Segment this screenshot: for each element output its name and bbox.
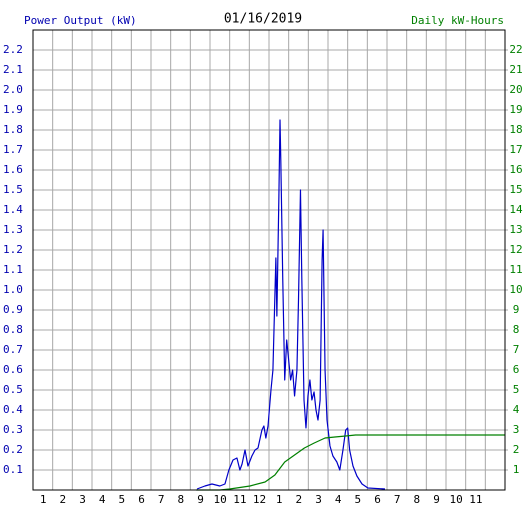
y2-tick-label: 1	[513, 463, 520, 476]
x-tick-label: 10	[450, 493, 463, 506]
y-tick-label: 0.7	[3, 343, 23, 356]
y-tick-label: 0.4	[3, 403, 23, 416]
y2-tick-label: 19	[509, 103, 522, 116]
y-tick-label: 1.6	[3, 163, 23, 176]
x-tick-label: 7	[158, 493, 165, 506]
y-tick-label: 0.3	[3, 423, 23, 436]
y-tick-label: 1.5	[3, 183, 23, 196]
x-tick-label: 11	[233, 493, 246, 506]
x-tick-label: 10	[214, 493, 227, 506]
y2-tick-label: 10	[509, 283, 522, 296]
series-line	[196, 119, 386, 490]
y-tick-label: 1.1	[3, 263, 23, 276]
x-tick-label: 3	[79, 493, 86, 506]
y2-tick-label: 3	[513, 423, 520, 436]
x-tick-label: 6	[138, 493, 145, 506]
y2-tick-label: 21	[509, 63, 522, 76]
y-tick-label: 1.7	[3, 143, 23, 156]
x-tick-label: 1	[276, 493, 283, 506]
x-tick-label: 5	[119, 493, 126, 506]
y-tick-label: 0.2	[3, 443, 23, 456]
series-line	[196, 434, 505, 491]
y2-tick-label: 13	[509, 223, 522, 236]
y-tick-label: 1.4	[3, 203, 23, 216]
y-tick-label: 0.6	[3, 363, 23, 376]
y2-tick-label: 14	[509, 203, 523, 216]
y2-tick-label: 6	[513, 363, 520, 376]
y-tick-label: 0.1	[3, 463, 23, 476]
y2-tick-label: 7	[513, 343, 520, 356]
y2-tick-label: 12	[509, 243, 522, 256]
y2-tick-label: 17	[509, 143, 522, 156]
x-tick-label: 8	[178, 493, 185, 506]
y2-tick-label: 8	[513, 323, 520, 336]
y2-tick-label: 22	[509, 43, 522, 56]
x-tick-label: 12	[253, 493, 266, 506]
x-tick-label: 7	[394, 493, 401, 506]
y-tick-label: 1.2	[3, 243, 23, 256]
y-tick-label: 1.3	[3, 223, 23, 236]
x-tick-label: 8	[414, 493, 421, 506]
y2-tick-label: 4	[513, 403, 520, 416]
x-tick-label: 1	[40, 493, 47, 506]
y-tick-label: 1.0	[3, 283, 23, 296]
y2-tick-label: 20	[509, 83, 522, 96]
y-tick-label: 1.8	[3, 123, 23, 136]
x-tick-label: 11	[469, 493, 482, 506]
y2-tick-label: 5	[513, 383, 520, 396]
y-tick-label: 2.0	[3, 83, 23, 96]
x-tick-label: 4	[335, 493, 342, 506]
y-tick-label: 1.9	[3, 103, 23, 116]
y2-tick-label: 15	[509, 183, 522, 196]
chart-title: 01/16/2019	[224, 12, 302, 27]
y2-tick-label: 9	[513, 303, 520, 316]
x-tick-label: 5	[355, 493, 362, 506]
x-tick-label: 2	[296, 493, 303, 506]
y2-tick-label: 2	[513, 443, 520, 456]
plot-frame	[32, 29, 506, 491]
x-tick-label: 9	[197, 493, 204, 506]
y-axis-label: Power Output (kW)	[24, 14, 137, 27]
x-tick-label: 2	[60, 493, 67, 506]
y2-axis-label: Daily kW-Hours	[411, 14, 504, 27]
x-tick-label: 3	[315, 493, 322, 506]
y-tick-label: 0.5	[3, 383, 23, 396]
y-tick-label: 2.2	[3, 43, 23, 56]
x-tick-label: 9	[433, 493, 440, 506]
y-tick-label: 0.8	[3, 323, 23, 336]
x-tick-label: 6	[374, 493, 381, 506]
y2-tick-label: 18	[509, 123, 522, 136]
plot	[196, 119, 505, 491]
y-tick-label: 2.1	[3, 63, 23, 76]
grid	[33, 30, 508, 490]
y2-tick-label: 16	[509, 163, 522, 176]
x-tick-label: 4	[99, 493, 106, 506]
y-tick-label: 0.9	[3, 303, 23, 316]
y2-tick-label: 11	[509, 263, 522, 276]
